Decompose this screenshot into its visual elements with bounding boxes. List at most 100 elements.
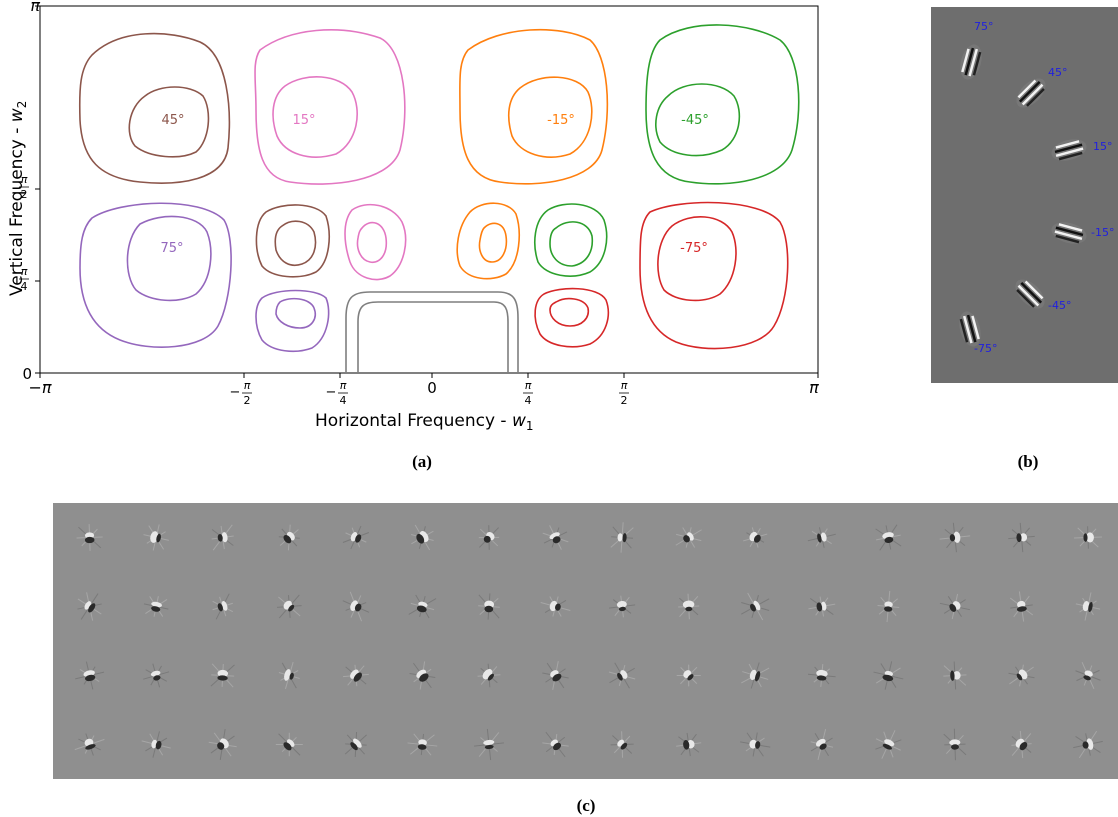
- filter-patch: [1009, 591, 1034, 622]
- contour-pink-inner-top: [272, 76, 358, 158]
- filter-patch: [211, 524, 234, 551]
- filter-label-15: 15°: [1093, 140, 1113, 153]
- filter-patch: [342, 664, 369, 687]
- contour-orange-outer-mid: [456, 202, 520, 280]
- label-neg15-orange: -15°: [547, 113, 575, 128]
- gabor-filter-neg75: [959, 311, 981, 347]
- contour-red-inner-bot: [549, 297, 590, 327]
- filter-patch: [873, 661, 904, 690]
- filter-patch: [478, 525, 500, 550]
- x-tick-label-pi-4-den: 4: [525, 394, 532, 407]
- filter-patch: [609, 595, 636, 618]
- filter-patch: [208, 729, 237, 760]
- gabor-filter-75: [960, 44, 982, 80]
- filter-patch: [1075, 592, 1101, 621]
- contour-brown-inner-top: [128, 86, 210, 158]
- contour-green-outer-mid: [534, 203, 608, 277]
- x-tick-label-neg-pi-4-den: 4: [340, 394, 347, 407]
- filter-patch: [275, 732, 303, 757]
- filter-patch: [610, 731, 634, 758]
- filter-patch: [76, 524, 103, 551]
- filter-patch: [676, 732, 702, 757]
- filter-patch: [212, 593, 234, 620]
- contour-orange-inner-top: [507, 76, 593, 158]
- filter-patch: [278, 524, 300, 551]
- filter-patch: [77, 592, 102, 621]
- filter-patch: [1008, 664, 1035, 687]
- filter-patch: [542, 731, 569, 758]
- filter-patch: [74, 733, 105, 756]
- contour-pink-outer-mid: [344, 203, 407, 281]
- contour-red-outer-bot: [534, 287, 610, 348]
- y-tick-label-pi-2-num: π: [21, 173, 28, 186]
- x-axis-label: Horizontal Frequency - w1: [315, 411, 534, 433]
- filter-patch: [610, 522, 634, 553]
- contour-purple-inner-bot: [275, 297, 316, 329]
- contour-purple-inner-mid: [126, 215, 212, 302]
- filter-patch: [808, 596, 836, 617]
- contour-orange-inner-mid: [478, 222, 508, 263]
- contour-gray-inner: [357, 301, 509, 373]
- contour-red-outer-mid: [639, 201, 789, 350]
- filter-patch: [943, 661, 967, 690]
- filter-patch: [939, 522, 971, 553]
- gabor-filter-neg45: [1015, 279, 1045, 309]
- filter-patch: [75, 661, 105, 690]
- filter-patch: [807, 664, 836, 687]
- filter-patch: [675, 527, 702, 548]
- y-axis-label: Vertical Frequency - w2: [7, 101, 29, 296]
- filter-patch: [743, 527, 768, 548]
- label-75-purple: 75°: [160, 241, 183, 256]
- gabor-filter-45: [1016, 78, 1046, 108]
- filter-label-neg75: -75°: [974, 342, 998, 355]
- filter-patch: [143, 524, 169, 551]
- x-tick-label-neg-pi-4-num: π: [340, 379, 347, 392]
- caption-a: (a): [412, 452, 432, 471]
- y-tick-label-pi-2-den: 2: [21, 188, 28, 201]
- filter-patch: [608, 662, 636, 689]
- gabor-filter-neg15: [1051, 222, 1087, 244]
- contour-purple-outer-mid: [79, 202, 232, 348]
- contour-brown-outer-top: [78, 32, 231, 184]
- oriented-filters-svg: [959, 44, 1087, 347]
- contour-green-outer-top: [645, 24, 800, 185]
- filter-patch: [875, 730, 902, 759]
- filter-patch: [342, 525, 370, 550]
- filter-patch: [875, 524, 902, 551]
- contour-green-inner-mid: [549, 221, 594, 267]
- x-tick-label-pi: π: [809, 378, 819, 397]
- x-tick-label-zero: 0: [427, 379, 437, 397]
- label-15-pink: 15°: [292, 113, 315, 128]
- filter-patch: [1074, 526, 1102, 549]
- x-tick-label-pi-2-num: π: [621, 379, 628, 392]
- contour-purple-outer-bot: [255, 289, 330, 353]
- filter-patch: [210, 663, 235, 688]
- filter-patch: [474, 728, 504, 761]
- label-neg75-red: -75°: [680, 241, 708, 256]
- y-tick-label-pi: π: [30, 0, 40, 15]
- x-tick-label-neg-pi-2-den: 2: [244, 394, 251, 407]
- contour-pink-outer-top: [254, 29, 406, 185]
- filter-patch: [540, 596, 571, 617]
- filter-patch: [740, 732, 771, 757]
- learned-filters-grid: [53, 503, 1118, 779]
- filter-patch: [740, 592, 770, 621]
- filter-patch: [277, 594, 302, 619]
- filter-patch: [407, 733, 438, 756]
- caption-b: (b): [1017, 452, 1039, 471]
- learned-filters-svg: [74, 522, 1103, 761]
- x-tick-label-pi-2-den: 2: [621, 394, 628, 407]
- filter-patch: [1075, 661, 1101, 690]
- frequency-contour-plot: π π 2 π 4 0 −π − π 2 − π 4 0 π 4 π 2 π H…: [0, 0, 830, 440]
- filter-patch: [810, 729, 834, 760]
- filter-patch: [411, 524, 434, 551]
- y-tick-label-zero: 0: [22, 365, 32, 383]
- contour-red-inner-mid: [657, 216, 737, 302]
- filter-patch: [676, 664, 701, 687]
- filter-patch: [939, 593, 971, 620]
- filter-patch: [542, 661, 569, 690]
- filter-patch: [741, 662, 770, 689]
- x-tick-label-neg-pi-4-sign: −: [326, 385, 337, 400]
- filter-patch: [877, 590, 900, 623]
- filter-label-neg15: -15°: [1091, 226, 1115, 239]
